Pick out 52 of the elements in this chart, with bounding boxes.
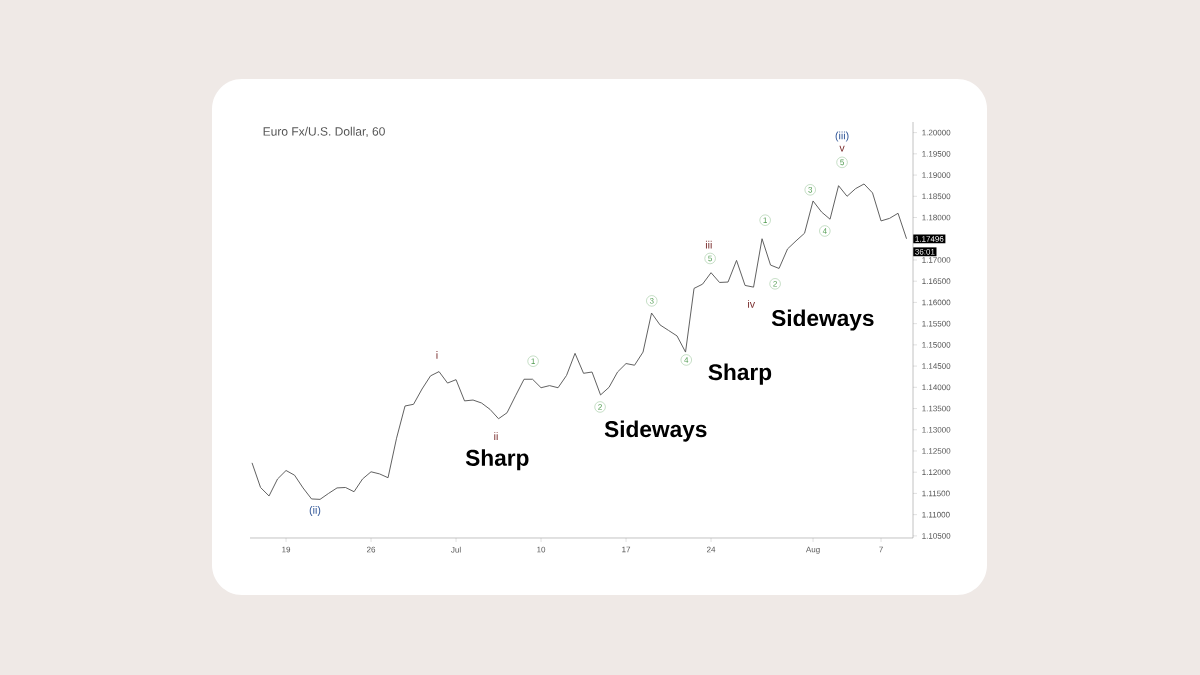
y-tick-label: 1.13000 (922, 426, 951, 433)
annotation: 3 (649, 298, 654, 304)
annotation: 2 (598, 404, 602, 410)
annotation: 1 (763, 217, 767, 223)
y-tick-label: 1.19500 (922, 151, 951, 157)
x-tick-label: 26 (366, 546, 376, 553)
annotation: 2 (773, 281, 777, 287)
annotation: (ii) (309, 505, 321, 516)
annotation: 5 (708, 255, 713, 262)
line-series (251, 183, 908, 500)
annotation: 1 (531, 358, 535, 364)
y-tick-label: 1.18500 (922, 193, 951, 200)
annotation: (iii) (835, 131, 849, 142)
annotation: Sideways (771, 309, 874, 331)
x-tick-label: 10 (537, 546, 546, 553)
text: 1.17496 (915, 236, 944, 242)
y-tick-label: 1.12500 (922, 448, 951, 454)
text: 36:01 (915, 248, 935, 255)
y-tick-label: 1.11000 (922, 511, 950, 518)
y-tick-label: 1.19000 (922, 172, 951, 178)
annotation: 4 (684, 357, 689, 363)
annotation: i (436, 351, 438, 359)
y-tick-label: 1.13500 (922, 405, 951, 412)
y-tick-label: 1.14500 (922, 363, 951, 369)
x-tick-label: 17 (622, 546, 631, 553)
x-tick-label: 24 (706, 546, 716, 553)
y-tick-label: 1.17000 (922, 257, 951, 263)
y-tick-label: 1.10500 (922, 533, 951, 539)
y-tick-label: 1.18000 (922, 214, 951, 221)
annotation: 4 (822, 228, 827, 234)
y-tick-label: 1.14000 (922, 384, 951, 391)
annotation: 3 (808, 186, 813, 193)
y-tick-label: 1.12000 (922, 469, 951, 476)
y-tick-label: 1.16000 (922, 299, 951, 306)
y-tick-label: 1.16500 (922, 278, 951, 285)
y-tick-label: 1.11500 (922, 490, 950, 497)
y-tick-label: 1.15500 (922, 320, 951, 327)
annotation: Sharp (708, 363, 772, 385)
annotation: iii (705, 240, 712, 249)
x-tick-label: Jul (451, 546, 461, 553)
annotation: v (839, 145, 845, 152)
y-tick-label: 1.15000 (922, 342, 951, 348)
annotation: iv (748, 299, 756, 308)
y-tick-label: 1.20000 (922, 129, 951, 136)
x-tick-label: Aug (805, 546, 820, 554)
annotation: 5 (840, 159, 844, 166)
annotation: ii (494, 432, 498, 440)
x-tick-label: 19 (282, 546, 291, 553)
annotation: Sideways (604, 420, 707, 442)
x-tick-label: 7 (879, 546, 883, 553)
chart-title: Euro Fx/U.S. Dollar, 60 (263, 126, 385, 138)
annotation: Sharp (465, 449, 529, 471)
